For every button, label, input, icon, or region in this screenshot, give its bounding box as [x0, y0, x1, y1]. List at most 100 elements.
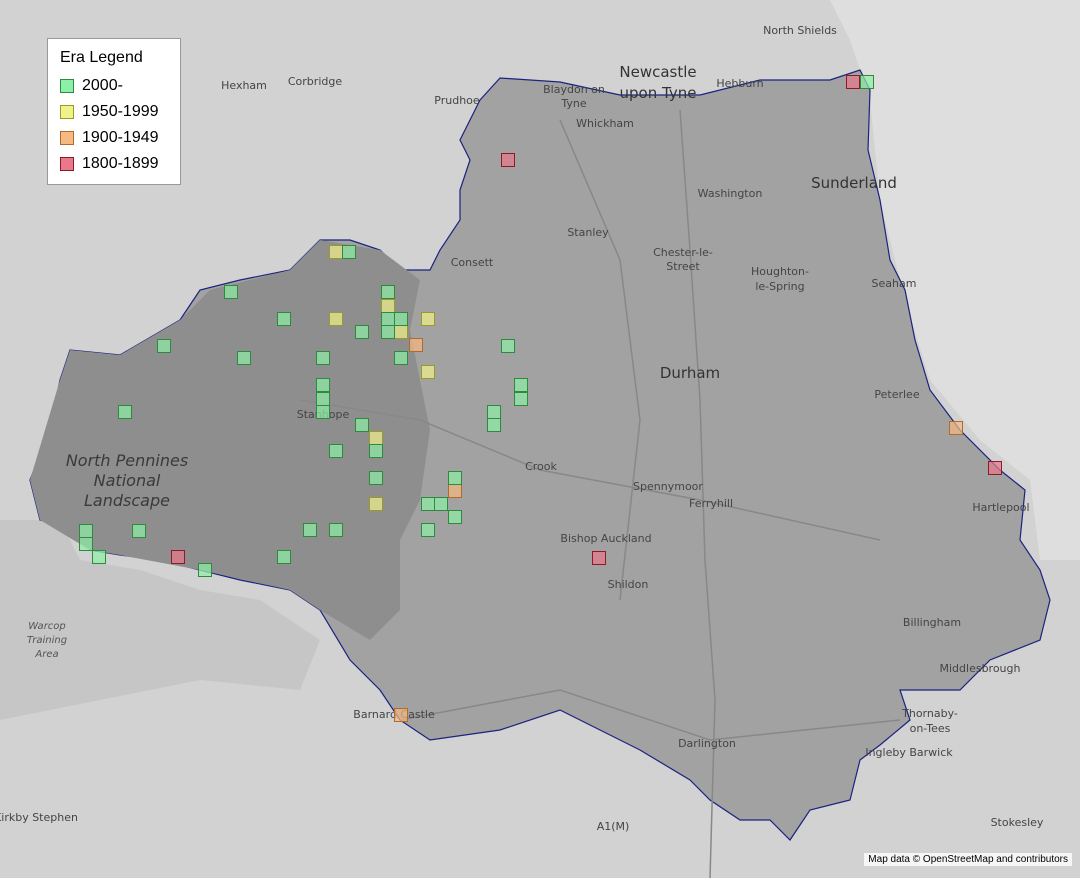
site-marker [329, 312, 343, 326]
legend-label: 1900-1949 [82, 129, 159, 146]
place-label: Bishop Auckland [560, 532, 651, 545]
place-label-line: Hartlepool [972, 501, 1029, 514]
site-marker [132, 524, 146, 538]
legend-swatch [60, 105, 74, 119]
site-marker [277, 550, 291, 564]
place-label-line: Training [27, 635, 67, 646]
site-marker [171, 550, 185, 564]
site-marker [421, 312, 435, 326]
site-marker [79, 524, 93, 538]
place-label-line: Seaham [872, 277, 917, 290]
place-label: Ingleby Barwick [865, 746, 953, 759]
site-marker [316, 378, 330, 392]
place-label-line: Houghton- [751, 265, 809, 278]
attribution: Map data © OpenStreetMap and contributor… [864, 853, 1072, 866]
legend: Era Legend 2000- 1950-1999 1900-1949 1800-1… [47, 38, 181, 185]
place-label-line: North Shields [763, 24, 837, 37]
place-label: A1(M) [597, 820, 630, 833]
place-label-line: Stanley [567, 226, 609, 239]
site-marker [157, 339, 171, 353]
place-label-line: Newcastle [619, 63, 696, 81]
site-marker [237, 351, 251, 365]
site-marker [448, 484, 462, 498]
place-label: North Shields [763, 24, 837, 37]
place-label: Spennymoor [633, 480, 703, 493]
place-label-line: on-Tees [910, 722, 951, 735]
site-marker [988, 461, 1002, 475]
place-label-line: Middlesbrough [940, 662, 1021, 675]
site-marker [949, 421, 963, 435]
site-marker [501, 339, 515, 353]
place-label: Houghton-le-Spring [751, 265, 809, 293]
site-marker [316, 351, 330, 365]
place-label-line: Area [34, 649, 58, 660]
place-label-line: Hexham [221, 79, 267, 92]
site-marker [381, 285, 395, 299]
site-marker [92, 550, 106, 564]
site-marker [224, 285, 238, 299]
place-label-line: Prudhoe [434, 94, 480, 107]
site-marker [329, 245, 343, 259]
place-label-line: Thornaby- [901, 707, 958, 720]
place-label: Consett [451, 256, 494, 269]
place-label: Whickham [576, 117, 634, 130]
legend-item: 1900-1949 [60, 125, 168, 151]
site-marker [369, 431, 383, 445]
place-label-line: Tyne [560, 97, 586, 110]
site-marker [514, 378, 528, 392]
place-label-line: Stokesley [991, 816, 1044, 829]
site-marker [394, 325, 408, 339]
place-label: Newcastle upon Tyne [619, 63, 696, 102]
site-marker [329, 523, 343, 537]
place-label-line: Shildon [608, 578, 649, 591]
site-marker [501, 153, 515, 167]
site-marker [592, 551, 606, 565]
place-label: Durham [660, 364, 720, 382]
place-label: Shildon [608, 578, 649, 591]
site-marker [434, 497, 448, 511]
place-label-line: Blaydon on [543, 83, 605, 96]
place-label-line: North Pennines [66, 451, 188, 470]
site-marker [394, 312, 408, 326]
place-label-line: le-Spring [755, 280, 804, 293]
site-marker [421, 523, 435, 537]
place-label-line: Washington [698, 187, 763, 200]
site-marker [448, 510, 462, 524]
place-label-line: Ingleby Barwick [865, 746, 953, 759]
place-label: Stanley [567, 226, 609, 239]
place-label: Kirkby Stephen [0, 811, 78, 824]
site-marker [277, 312, 291, 326]
place-label-line: Warcop [28, 621, 66, 632]
place-label-line: Bishop Auckland [560, 532, 651, 545]
place-label-line: National [94, 471, 161, 490]
site-marker [369, 471, 383, 485]
site-marker [118, 405, 132, 419]
place-label: Stokesley [991, 816, 1044, 829]
legend-item: 1950-1999 [60, 99, 168, 125]
place-label: Prudhoe [434, 94, 480, 107]
site-marker [79, 537, 93, 551]
site-marker [381, 312, 395, 326]
site-marker [448, 471, 462, 485]
site-marker [846, 75, 860, 89]
place-labels: North Shields Hexham Corbridge Prudhoe Blayd… [0, 24, 1044, 833]
site-marker [198, 563, 212, 577]
legend-label: 1800-1899 [82, 155, 159, 172]
sea [830, 0, 1080, 560]
site-marker [381, 325, 395, 339]
hills [0, 520, 320, 720]
site-marker [487, 405, 501, 419]
place-label: Hexham [221, 79, 267, 92]
legend-swatch [60, 79, 74, 93]
place-label: Peterlee [874, 388, 919, 401]
site-marker [316, 392, 330, 406]
site-marker [316, 405, 330, 419]
place-label: Sunderland [811, 174, 897, 192]
place-label-line: Hebburn [716, 77, 763, 90]
markers [79, 75, 1002, 722]
site-marker [514, 392, 528, 406]
place-label: Seaham [872, 277, 917, 290]
site-marker [487, 418, 501, 432]
legend-title: Era Legend [60, 49, 143, 66]
